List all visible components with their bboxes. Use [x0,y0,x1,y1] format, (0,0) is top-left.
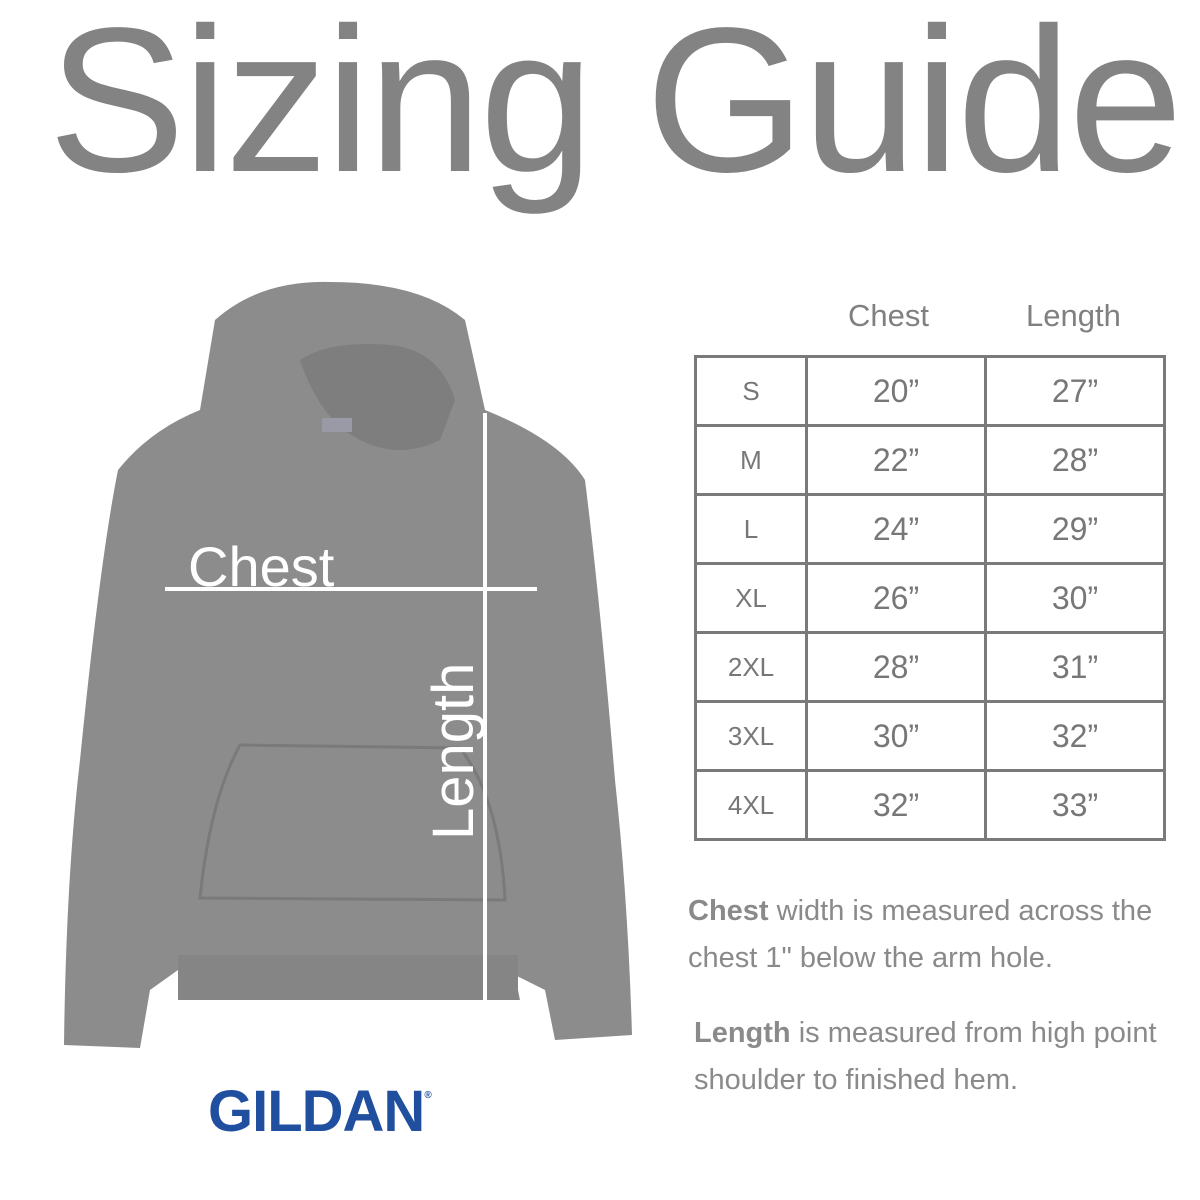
header-chest: Chest [848,298,929,333]
size-cell: XL [694,562,808,634]
chest-label: Chest [188,535,335,598]
chest-cell: 24” [805,493,987,565]
size-table: S 20” 27” M 22” 28” L 24” 29” XL 26” 30” 2XL 28” 31” 3X… [694,355,1166,841]
length-label: Length [421,663,486,840]
length-cell: 31” [984,631,1166,703]
length-note: Length is measured from high point shoul… [694,1017,1157,1096]
length-cell: 30” [984,562,1166,634]
chest-cell: 26” [805,562,987,634]
page-title: Sizing Guide [48,0,1183,215]
table-row: M 22” 28” [694,424,1166,496]
chest-cell: 30” [805,700,987,772]
size-cell: 3XL [694,700,808,772]
length-cell: 33” [984,769,1166,841]
table-row: 4XL 32” 33” [694,769,1166,841]
table-row: S 20” 27” [694,355,1166,427]
chest-cell: 20” [805,355,987,427]
length-cell: 32” [984,700,1166,772]
waistband [178,955,518,1000]
kangaroo-pocket [198,743,507,902]
gildan-logo: GILDAN® [208,1078,432,1145]
chest-cell: 32” [805,769,987,841]
hoodie-illustration: Chest Length [64,281,632,1048]
header-length: Length [1026,298,1121,333]
table-row: 2XL 28” 31” [694,631,1166,703]
chest-cell: 22” [805,424,987,496]
length-cell: 29” [984,493,1166,565]
size-cell: L [694,493,808,565]
chest-cell: 28” [805,631,987,703]
table-row: XL 26” 30” [694,562,1166,634]
table-row: L 24” 29” [694,493,1166,565]
length-cell: 28” [984,424,1166,496]
chest-note: Chest width is measured across the chest… [688,895,1153,974]
size-cell: 4XL [694,769,808,841]
table-row: 3XL 30” 32” [694,700,1166,772]
length-cell: 27” [984,355,1166,427]
label-tag [322,418,352,432]
brand-name: GILDAN [208,1079,425,1144]
registered-mark: ® [424,1090,431,1101]
size-cell: M [694,424,808,496]
size-cell: S [694,355,808,427]
size-cell: 2XL [694,631,808,703]
